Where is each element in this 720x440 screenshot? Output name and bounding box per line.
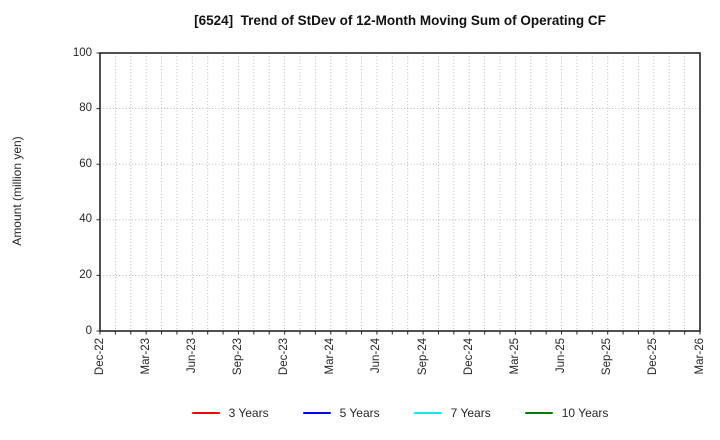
- x-tick-label: Mar-23: [139, 338, 152, 375]
- legend-item-7-years: 7 Years: [413, 406, 491, 420]
- x-tick-label: Mar-25: [508, 338, 521, 375]
- legend-line-swatch: [191, 411, 220, 415]
- plot-border: [99, 52, 701, 332]
- y-tick-label: 40: [79, 213, 92, 226]
- y-tick-label: 0: [85, 324, 92, 337]
- x-tick-label: Jun-25: [555, 338, 568, 374]
- x-tick-label: Jun-24: [370, 338, 383, 374]
- y-tick-label: 20: [79, 268, 92, 281]
- legend-line-swatch: [413, 411, 442, 415]
- legend-item-3-years: 3 Years: [191, 406, 269, 420]
- legend-line-swatch: [524, 411, 553, 415]
- legend: 3 Years 5 Years 7 Years 10 Years: [100, 406, 700, 420]
- legend-label: 7 Years: [450, 406, 491, 420]
- legend-item-5-years: 5 Years: [302, 406, 380, 420]
- legend-label: 5 Years: [339, 406, 380, 420]
- x-tick-label: Dec-25: [647, 338, 660, 376]
- x-tick-label: Dec-24: [462, 338, 475, 376]
- legend-label: 3 Years: [228, 406, 269, 420]
- x-tick-label: Dec-23: [278, 338, 291, 376]
- x-tick-label: Mar-24: [324, 338, 337, 375]
- legend-label: 10 Years: [561, 406, 609, 420]
- x-tick-label: Jun-23: [185, 338, 198, 374]
- legend-item-10-years: 10 Years: [524, 406, 609, 420]
- x-tick-label: Sep-25: [601, 338, 614, 376]
- legend-line-swatch: [302, 411, 331, 415]
- x-tick-label: Mar-26: [693, 338, 706, 375]
- chart-title: [6524] Trend of StDev of 12-Month Moving…: [194, 13, 606, 28]
- x-tick-label: Sep-23: [231, 338, 244, 376]
- y-tick-label: 100: [72, 46, 92, 59]
- y-tick-label: 80: [79, 102, 92, 115]
- x-tick-label: Sep-24: [416, 338, 429, 376]
- x-tick-label: Dec-22: [93, 338, 106, 376]
- y-tick-label: 60: [79, 157, 92, 170]
